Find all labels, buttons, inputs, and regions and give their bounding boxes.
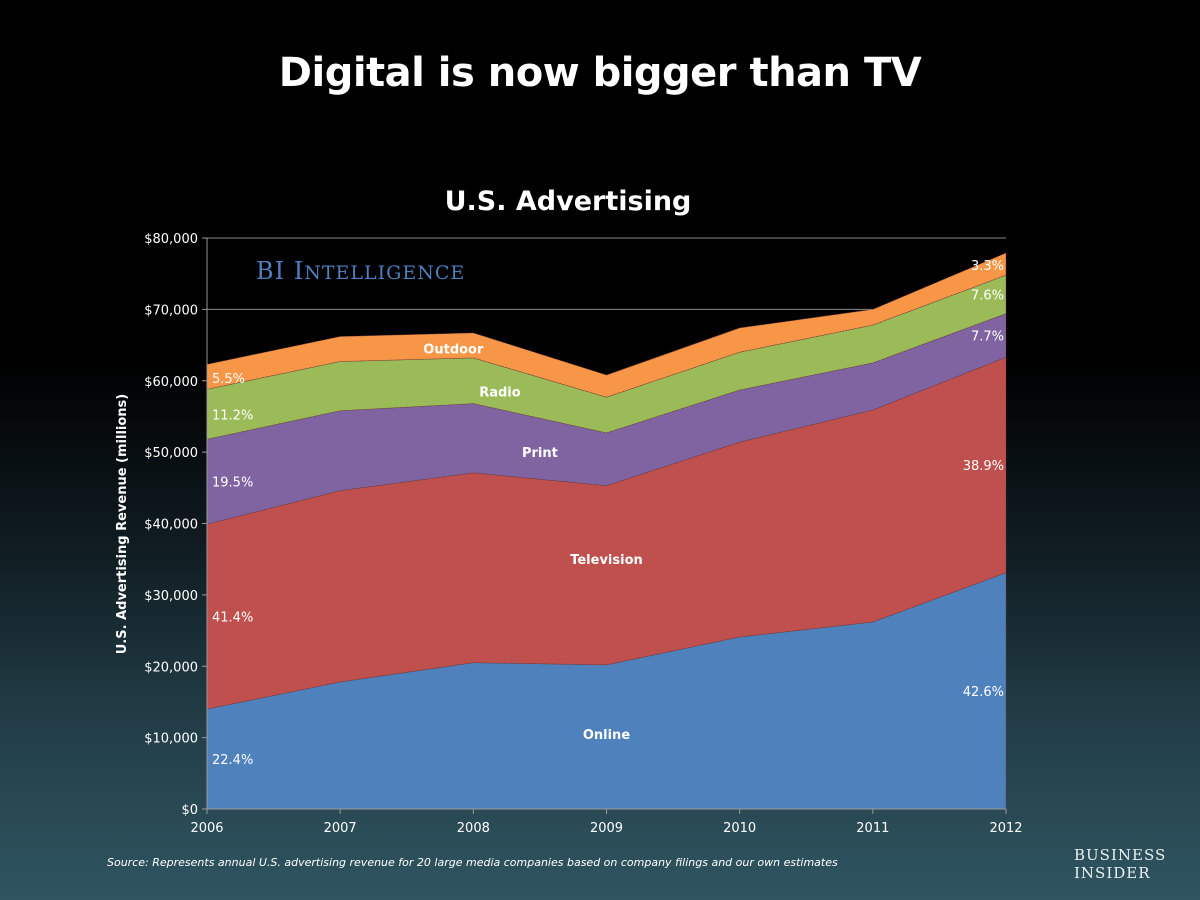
x-tick-label: 2007 [324,821,357,836]
x-tick-label: 2006 [190,821,223,836]
x-tick-label: 2010 [723,821,756,836]
series-label-television: Television [570,553,643,568]
series-labels: Online Television Print Radio Outdoor [423,343,642,743]
percentage-annotations: 22.4% 41.4% 19.5% 11.2% 5.5% 42.6% 38.9% 7.7% 7.… [212,259,1004,768]
slide-title: Digital is now bigger than TV [278,50,922,96]
area-television [206,356,1007,710]
source-note: Source: Represents annual U.S. advertisi… [107,856,838,869]
y-tick-label: $70,000 [144,303,198,318]
series-label-outdoor: Outdoor [423,343,484,358]
y-tick-label: $80,000 [144,232,198,247]
y-tick-label: $30,000 [144,589,198,604]
y-tick-labels: $0 $10,000 $20,000 $30,000 $40,000 $50,000 $60… [144,232,198,818]
x-tick-label: 2012 [989,821,1022,836]
pct-label-radio-2012: 7.6% [971,288,1004,303]
axes [202,237,1007,814]
x-tick-label: 2011 [856,821,889,836]
bi-intelligence-watermark: BI INTELLIGENCE [256,257,465,285]
watermark-part: NTELLIGENCE [304,262,465,284]
pct-label-print-2012: 7.7% [971,329,1004,344]
y-tick-label: $0 [181,803,198,818]
pct-label-television-2012: 38.9% [963,459,1004,474]
pct-label-online-2006: 22.4% [212,753,253,768]
pct-label-online-2012: 42.6% [963,685,1004,700]
x-tick-label: 2008 [457,821,490,836]
area-print [206,313,1007,525]
area-outdoor [206,252,1007,398]
area-series [206,252,1007,810]
series-label-radio: Radio [479,385,521,400]
pct-label-television-2006: 41.4% [212,611,253,626]
y-tick-label: $20,000 [144,660,198,675]
x-tick-label: 2009 [590,821,623,836]
y-tick-label: $40,000 [144,518,198,533]
watermark-part: BI [256,257,294,285]
chart-title: U.S. Advertising [444,186,692,217]
watermark-part: I [294,257,304,285]
y-tick-label: $60,000 [144,375,198,390]
pct-label-outdoor-2006: 5.5% [212,372,245,387]
pct-label-print-2006: 19.5% [212,476,253,491]
series-label-print: Print [522,446,558,461]
business-insider-logo: Business Insider [1074,846,1168,882]
pct-label-outdoor-2012: 3.3% [971,259,1004,274]
y-tick-label: $50,000 [144,446,198,461]
y-axis-label: U.S. Advertising Revenue (millions) [115,394,130,655]
chart-title-wrap: U.S. Advertising [0,186,1200,217]
series-label-online: Online [583,728,630,743]
pct-label-radio-2006: 11.2% [212,408,253,423]
x-tick-labels: 2006 2007 2008 2009 2010 2011 2012 [190,821,1022,836]
y-tick-label: $10,000 [144,732,198,747]
brand-line-2: Insider [1074,864,1151,882]
brand-line-1: Business [1074,846,1167,864]
